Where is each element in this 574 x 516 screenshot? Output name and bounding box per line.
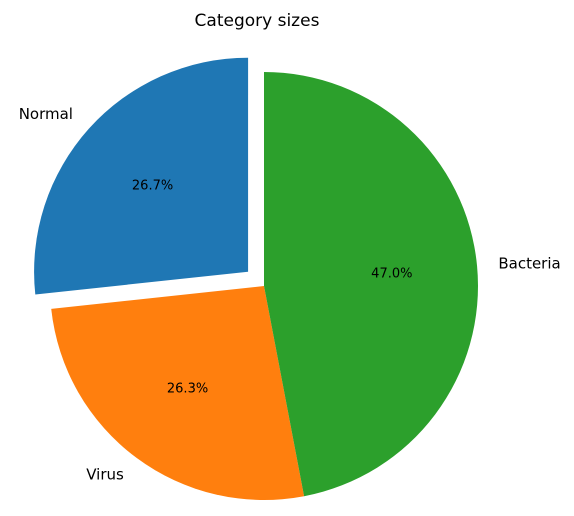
chart-title: Category sizes: [194, 11, 320, 31]
pie-slices: [34, 57, 478, 500]
pie-pct-label-normal: 26.7%: [132, 178, 173, 193]
pie-pct-label-bacteria: 47.0%: [371, 266, 412, 281]
pie-category-label-normal: Normal: [19, 105, 73, 123]
pie-category-label-bacteria: Bacteria: [498, 254, 560, 272]
pie-slice-virus: [51, 286, 305, 500]
pie-labels: 26.7% Normal 26.3% Virus 47.0% Bacteria: [19, 105, 561, 484]
pie-category-label-virus: Virus: [86, 466, 124, 484]
pie-slice-bacteria: [264, 72, 478, 497]
pie-pct-label-virus: 26.3%: [167, 382, 208, 397]
pie-slice-normal: [34, 57, 249, 295]
